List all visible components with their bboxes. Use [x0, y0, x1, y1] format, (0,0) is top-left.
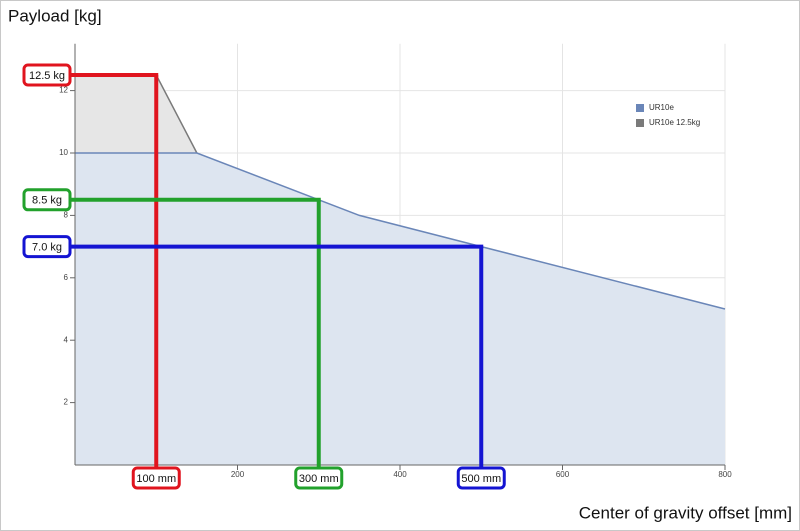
- y-annotation-label: 7.0 kg: [32, 242, 62, 254]
- y-annotation-label: 8.5 kg: [32, 195, 62, 207]
- y-tick-label: 2: [64, 398, 69, 407]
- y-axis-label: Payload [kg]: [8, 6, 102, 25]
- y-tick-label: 12: [59, 86, 68, 95]
- legend-label: UR10e: [649, 103, 674, 112]
- x-axis-label: Center of gravity offset [mm]: [579, 503, 792, 522]
- y-tick-label: 4: [64, 335, 69, 344]
- x-annotation-label: 500 mm: [461, 473, 501, 485]
- x-label-box: [131, 466, 181, 490]
- x-annotation-label: 300 mm: [299, 473, 339, 485]
- x-annotation-label: 100 mm: [136, 473, 176, 485]
- legend-swatch: [636, 104, 644, 112]
- x-label-box: [456, 466, 506, 490]
- legend-swatch: [636, 119, 644, 127]
- y-annotation-label: 12.5 kg: [29, 70, 65, 82]
- x-tick-label: 400: [393, 470, 407, 479]
- y-tick-label: 8: [64, 211, 69, 220]
- y-tick-label: 6: [64, 273, 69, 282]
- area: [75, 153, 725, 465]
- x-tick-label: 600: [556, 470, 570, 479]
- x-tick-label: 800: [718, 470, 732, 479]
- y-tick-label: 10: [59, 148, 68, 157]
- x-tick-label: 200: [231, 470, 245, 479]
- legend-label: UR10e 12.5kg: [649, 118, 700, 127]
- x-label-box: [294, 466, 344, 490]
- y-label-box: [22, 235, 72, 259]
- y-label-box: [22, 63, 72, 87]
- y-label-box: [22, 188, 72, 212]
